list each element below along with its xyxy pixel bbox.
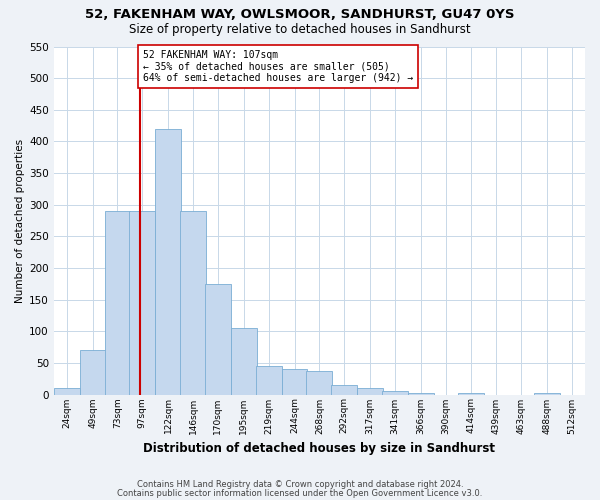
Text: Contains public sector information licensed under the Open Government Licence v3: Contains public sector information licen… [118, 489, 482, 498]
Text: Size of property relative to detached houses in Sandhurst: Size of property relative to detached ho… [129, 22, 471, 36]
Bar [104, 211, 130, 394]
Bar [231, 328, 257, 394]
X-axis label: Distribution of detached houses by size in Sandhurst: Distribution of detached houses by size … [143, 442, 496, 455]
Bar [408, 393, 434, 394]
Bar [205, 284, 231, 395]
Bar [155, 129, 181, 394]
Bar [382, 392, 408, 394]
Text: 52, FAKENHAM WAY, OWLSMOOR, SANDHURST, GU47 0YS: 52, FAKENHAM WAY, OWLSMOOR, SANDHURST, G… [85, 8, 515, 20]
Bar [281, 369, 307, 394]
Bar [130, 211, 155, 394]
Bar [458, 393, 484, 394]
Y-axis label: Number of detached properties: Number of detached properties [15, 138, 25, 302]
Bar [80, 350, 106, 395]
Bar [357, 388, 383, 394]
Bar [54, 388, 80, 394]
Bar [180, 211, 206, 394]
Text: Contains HM Land Registry data © Crown copyright and database right 2024.: Contains HM Land Registry data © Crown c… [137, 480, 463, 489]
Text: 52 FAKENHAM WAY: 107sqm
← 35% of detached houses are smaller (505)
64% of semi-d: 52 FAKENHAM WAY: 107sqm ← 35% of detache… [143, 50, 413, 83]
Bar [307, 371, 332, 394]
Bar [331, 385, 357, 394]
Bar [534, 393, 560, 394]
Bar [256, 366, 281, 394]
